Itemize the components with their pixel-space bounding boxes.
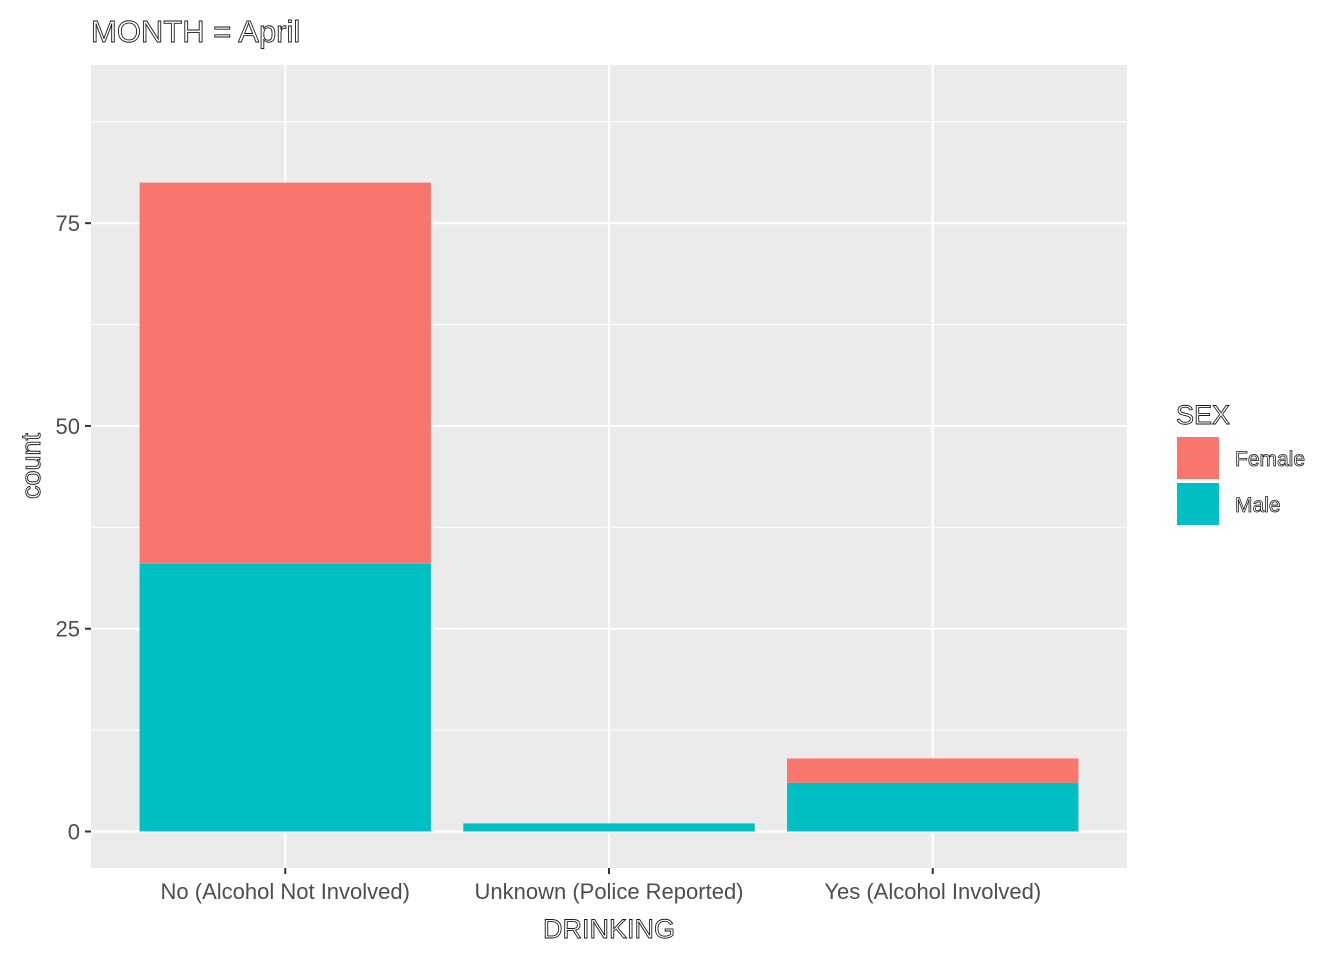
x-tick-label: No (Alcohol Not Involved) (161, 879, 410, 904)
legend-label-male: Male (1235, 494, 1281, 517)
legend: SEX Female Male (1176, 400, 1305, 525)
legend-label-female: Female (1235, 448, 1305, 471)
chart-title: MONTH = April (91, 14, 300, 49)
x-axis: No (Alcohol Not Involved) Unknown (Police… (161, 868, 1041, 904)
y-tick-label: 25 (56, 617, 80, 642)
bars (139, 182, 1079, 832)
legend-key-female (1177, 437, 1219, 479)
legend-key-male (1177, 483, 1219, 525)
legend-title: SEX (1176, 400, 1230, 430)
bar-male-2 (463, 823, 755, 832)
y-axis-title: count (16, 432, 46, 499)
legend-items: Female Male (1177, 437, 1305, 525)
y-tick-label: 0 (68, 820, 80, 845)
y-tick-label: 75 (56, 211, 80, 236)
y-axis: 0 25 50 75 (56, 211, 91, 845)
y-tick-label: 50 (56, 414, 80, 439)
bar-female-1 (139, 182, 431, 564)
bar-male-3 (787, 782, 1079, 832)
x-tick-label: Yes (Alcohol Involved) (824, 879, 1041, 904)
bar-male-1 (139, 563, 431, 832)
bar-female-3 (787, 758, 1079, 783)
x-tick-label: Unknown (Police Reported) (474, 879, 743, 904)
x-axis-title: DRINKING (543, 914, 675, 944)
